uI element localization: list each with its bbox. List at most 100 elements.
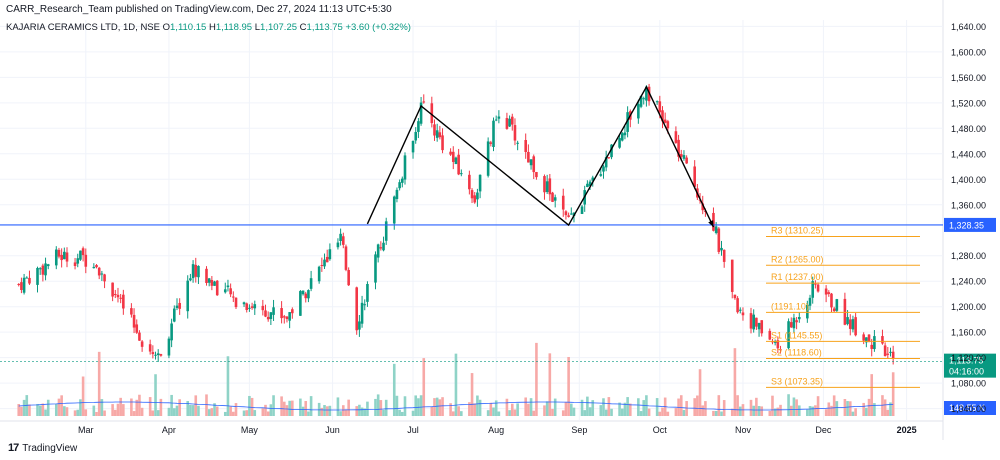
candle-body (282, 316, 286, 318)
pivot-label-s1: S1 (1145.55) (771, 330, 822, 340)
volume-bar (392, 363, 396, 416)
volume-bar (806, 409, 809, 416)
volume-bar (422, 358, 426, 416)
volume-bar (210, 408, 214, 416)
volume-bar (103, 410, 106, 416)
volume-bar (73, 410, 77, 416)
volume-bar (787, 394, 790, 416)
volume-bar (545, 401, 549, 416)
candle-body (846, 317, 849, 325)
candle-body (580, 206, 584, 214)
candle-body (60, 254, 63, 261)
candle-body (548, 178, 552, 195)
volume-bar (122, 404, 125, 416)
y-tick-label: 1,120.00 (951, 353, 986, 363)
candle-body (97, 267, 101, 276)
candle-body (824, 288, 828, 295)
candle-body (411, 140, 415, 153)
last-price-text: 1,113.75 (949, 356, 983, 366)
candle-body (272, 307, 275, 315)
candle-body (173, 308, 176, 322)
candle-body (438, 132, 442, 138)
candle-body (154, 354, 157, 356)
volume-bars (17, 342, 895, 416)
candle-body (532, 156, 536, 173)
candle-body (355, 287, 359, 331)
candle-body (588, 181, 592, 187)
volume-bar (250, 397, 254, 416)
volume-bar (116, 403, 120, 416)
candle-body (851, 319, 855, 330)
volume-bar (384, 399, 388, 416)
volume-bar (510, 403, 514, 416)
volume-bar (401, 411, 404, 416)
volume-bar (889, 402, 892, 416)
low-label: L (254, 22, 261, 33)
levels: 1,328.35 R3 (1310.25) R2 (1265.00) R1 (1237… (0, 217, 996, 415)
candle-body (848, 319, 852, 329)
volume-bar (792, 397, 796, 416)
volume-bar (505, 398, 509, 416)
volume-bar (130, 398, 133, 416)
y-tick-label: 1,440.00 (951, 149, 986, 159)
volume-bar (883, 399, 887, 416)
volume-bar (586, 396, 589, 416)
volume-bar (170, 394, 173, 416)
volume-bar (848, 401, 852, 416)
volume-bar (261, 408, 265, 416)
candle-body (854, 317, 857, 336)
candle-body (135, 324, 139, 333)
candle-body (604, 157, 608, 168)
volume-bar (773, 408, 777, 416)
candle-body (516, 142, 519, 144)
volume-bar (478, 399, 482, 416)
volume-bar (830, 405, 833, 416)
candle-body (156, 353, 160, 356)
volume-bar (376, 394, 380, 416)
candle-body (197, 265, 200, 278)
candle-body (320, 265, 324, 267)
volume-bar (476, 395, 479, 416)
support-price-tag (944, 217, 996, 232)
candle-body (510, 116, 514, 125)
volume-bar (36, 403, 39, 416)
volume-bar (629, 403, 632, 416)
volume-bar (797, 405, 801, 416)
volume-bar (28, 404, 31, 416)
candle-body (430, 103, 434, 124)
candle-body (473, 195, 477, 203)
candle-body (497, 116, 501, 119)
candle-body (494, 119, 498, 121)
candle-body (768, 330, 772, 340)
candle-body (449, 151, 452, 155)
candle-body (191, 264, 195, 279)
volume-bar (846, 401, 849, 416)
volume-bar (795, 399, 798, 416)
volume-bar (701, 405, 705, 416)
volume-bar (460, 411, 463, 416)
candle-body (642, 98, 646, 100)
volume-bar (113, 409, 117, 416)
volume-bar (873, 403, 876, 416)
volume-bar (430, 406, 434, 416)
volume-bar (79, 399, 82, 416)
volume-bar (46, 399, 50, 416)
volume-bar (234, 403, 238, 416)
candle-body (435, 130, 439, 138)
volume-bar (564, 402, 568, 416)
volume-bar (827, 402, 831, 416)
candle-body (492, 120, 495, 147)
candle-body (760, 320, 764, 334)
tradingview-footer[interactable]: 17 TradingView (8, 442, 77, 454)
volume-bar (661, 407, 664, 416)
volume-bar (323, 405, 326, 416)
candle-body (38, 268, 42, 270)
volume-bar (508, 410, 511, 416)
volume-bar (717, 395, 721, 416)
volume-bar (148, 397, 152, 416)
candle-body (535, 172, 538, 178)
y-tick-label: 1,280.00 (951, 251, 986, 261)
volume-bar (339, 411, 342, 416)
candle-body (234, 297, 238, 308)
